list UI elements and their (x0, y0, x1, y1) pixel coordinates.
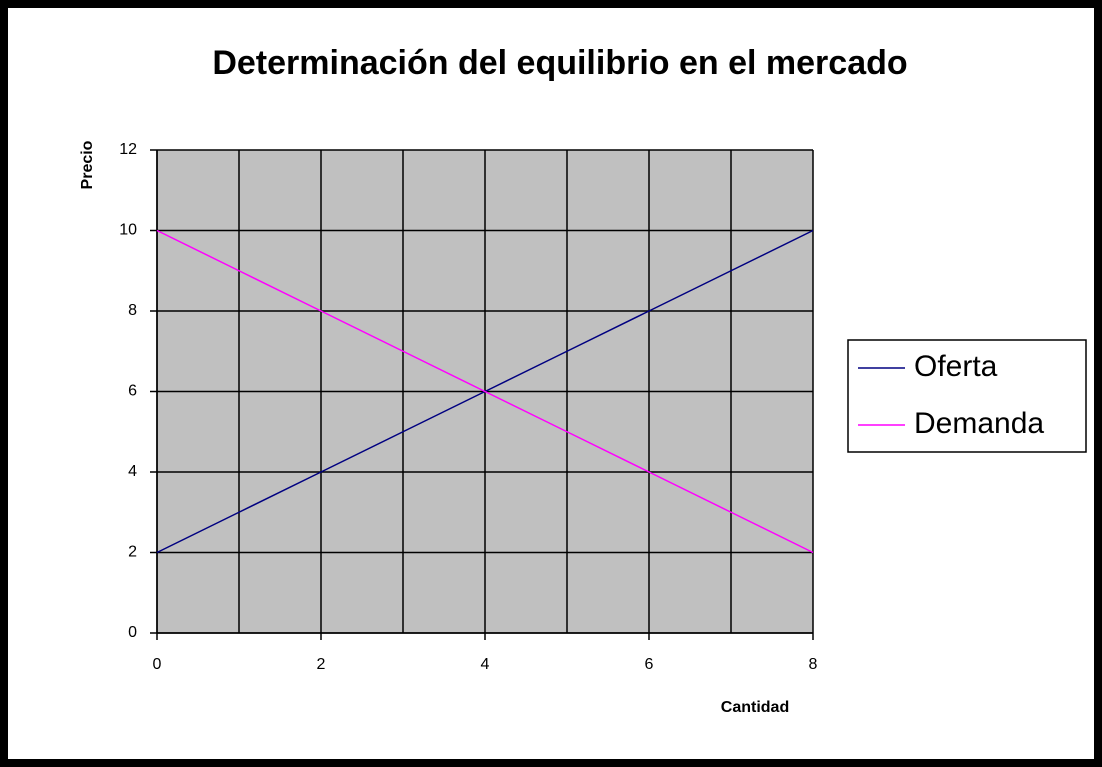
x-axis-label: Cantidad (721, 699, 789, 716)
x-tick-label: 6 (645, 656, 654, 673)
y-tick-label: 4 (128, 463, 137, 480)
y-tick-label: 8 (128, 302, 137, 319)
x-tick-label: 2 (317, 656, 326, 673)
x-tick-label: 4 (481, 656, 490, 673)
legend-box (847, 339, 1087, 453)
legend-label: Oferta (914, 350, 998, 383)
legend-label: Demanda (914, 407, 1044, 440)
y-tick-label: 6 (128, 383, 137, 400)
y-tick-label: 2 (128, 544, 137, 561)
x-tick-label: 8 (809, 656, 818, 673)
y-axis-label: Precio (79, 140, 96, 189)
y-tick-label: 12 (119, 141, 137, 158)
series-line (156, 229, 814, 554)
y-tick-label: 0 (128, 624, 137, 641)
chart-title: Determinación del equilibrio en el merca… (212, 44, 907, 82)
x-tick-label: 0 (153, 656, 162, 673)
y-tick-label: 10 (119, 222, 137, 239)
